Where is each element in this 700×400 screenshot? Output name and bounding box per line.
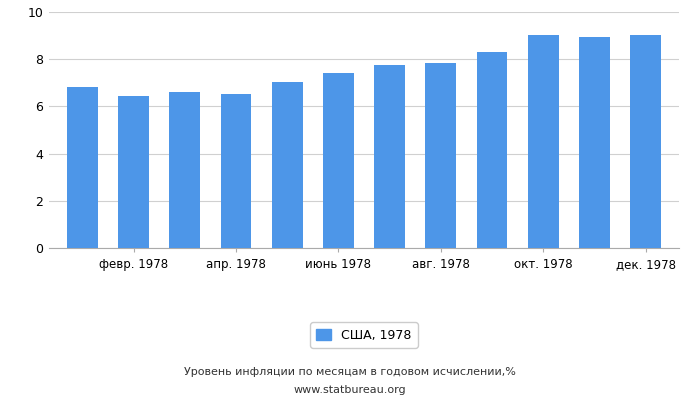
Legend: США, 1978: США, 1978 <box>310 322 418 348</box>
Bar <box>169 92 200 248</box>
Bar <box>272 82 302 248</box>
Bar <box>374 65 405 248</box>
Text: www.statbureau.org: www.statbureau.org <box>294 385 406 395</box>
Bar <box>323 73 354 248</box>
Bar <box>426 64 456 248</box>
Bar <box>118 96 149 248</box>
Bar <box>579 37 610 248</box>
Bar <box>220 94 251 248</box>
Bar <box>528 35 559 248</box>
Text: Уровень инфляции по месяцам в годовом исчислении,%: Уровень инфляции по месяцам в годовом ис… <box>184 367 516 377</box>
Bar <box>630 35 661 248</box>
Bar <box>477 52 508 248</box>
Bar <box>67 86 98 248</box>
